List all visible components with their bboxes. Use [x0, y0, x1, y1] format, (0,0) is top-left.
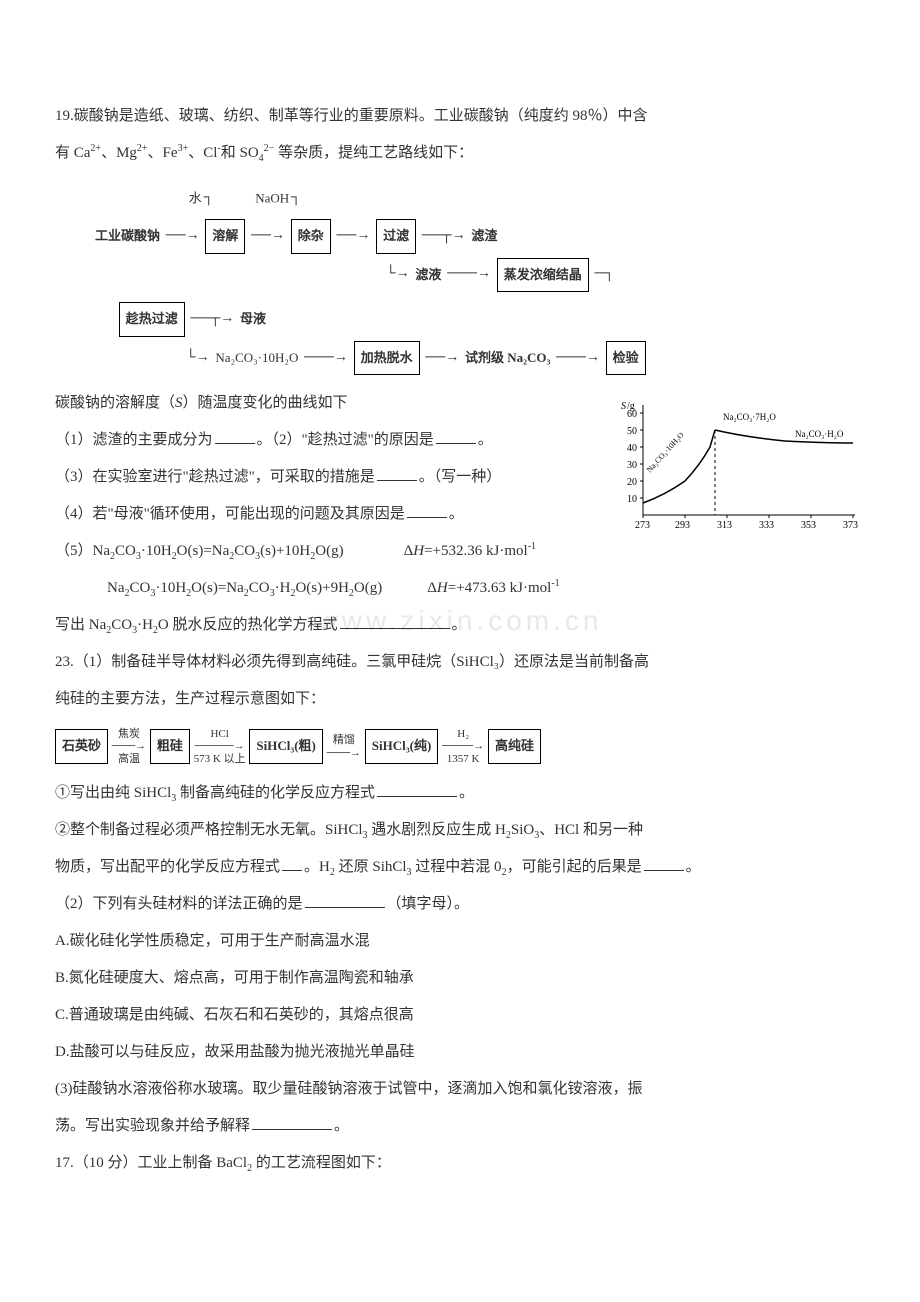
svg-text:10: 10 [627, 494, 637, 505]
q23-sub2b: 物质，写出配平的化学反应方程式。H2 还原 SihCl3 过程中若混 02，可能… [55, 851, 865, 884]
q23-intro-line1: 23.（1）制备硅半导体材料必须先得到高纯硅。三氯甲硅烷（SiHCl₃）还原法是… [55, 646, 865, 679]
svg-text:Na₂CO₃·7H₂O: Na₂CO₃·7H₂O [723, 412, 776, 422]
q23-intro-line2: 纯硅的主要方法，生产过程示意图如下： [55, 683, 865, 716]
svg-text:353: 353 [801, 520, 816, 531]
svg-text:Na₂CO₃·H₂O: Na₂CO₃·H₂O [795, 429, 844, 439]
flow-a1-bot: 高温 [118, 753, 140, 765]
flow-a2-bot: 573 K 以上 [194, 753, 246, 765]
q23-sub4a: (3)硅酸钠水溶液俗称水玻璃。取少量硅酸钠溶液于试管中，逐滴加入饱和氯化铵溶液，… [55, 1073, 865, 1106]
flow-out-residue: 滤渣 [471, 228, 497, 243]
q23-optC: C.普通玻璃是由纯碱、石灰石和石英砂的，其熔点很高 [55, 999, 865, 1032]
flow-out-mother: 母液 [240, 311, 266, 326]
flow-out-filtrate: 滤液 [415, 267, 441, 282]
svg-text:Na₂CO₃·10H₂O: Na₂CO₃·10H₂O [645, 431, 686, 475]
q23-sub3: （2）下列有头硅材料的详法正确的是（填字母）。 [55, 888, 865, 921]
flow-out-product: 试剂级 Na₂CO₃ [465, 350, 550, 365]
solubility-chart: S/g 60 50 40 30 20 10 273 293 313 333 35… [615, 395, 865, 553]
flow-a4-top: H₂ [457, 728, 469, 740]
q19-sub5b: Na2CO3·10H2O(s)=Na2CO3·H2O(s)+9H2O(g) ΔH… [55, 572, 865, 605]
flow-a3-top: 精馏 [333, 734, 355, 746]
flow-a4-bot: 1357 K [447, 753, 480, 765]
flow-input-naoh: NaOH [255, 190, 289, 205]
q23-flow-diagram: 石英砂 焦炭───→高温 粗硅 HCl─────→573 K 以上 SiHCl₃… [55, 728, 865, 764]
flow-step-purify: 除杂 [291, 219, 331, 254]
flow-step-test: 检验 [606, 341, 646, 376]
svg-text:273: 273 [635, 520, 650, 531]
q19-flow-diagram-1: 水┐ NaOH┐ 工业碳酸钠 ──→ 溶解 ──→ 除杂 ──→ 过滤 ──┬→… [95, 182, 865, 375]
flow-a1-top: 焦炭 [118, 728, 140, 740]
q23-sub4b: 荡。写出实验现象并给予解释。 [55, 1110, 865, 1143]
flow-highpure-si: 高纯硅 [488, 729, 541, 764]
svg-text:333: 333 [759, 520, 774, 531]
flow-sihcl3-pure: SiHCl₃(纯) [365, 729, 439, 764]
q17-line: 17.（10 分）工业上制备 BaCl2 的工艺流程图如下： [55, 1147, 865, 1180]
flow-step-filter: 过滤 [376, 219, 416, 254]
flow-crude-si: 粗硅 [150, 729, 190, 764]
q19-intro-b: 有 Ca2+、Mg2+、Fe3+、Cl-和 SO42− 等杂质，提纯工艺路线如下… [55, 145, 473, 161]
q23-sub1: ①写出由纯 SiHCl3 制备高纯硅的化学反应方程式。 [55, 777, 865, 810]
flow-a2-top: HCl [210, 728, 228, 740]
flow-sihcl3-crude: SiHCl₃(粗) [249, 729, 323, 764]
flow-quartz: 石英砂 [55, 729, 108, 764]
flow-out-hydrate: Na₂CO₃·10H₂O [215, 350, 298, 365]
svg-text:40: 40 [627, 443, 637, 454]
svg-text:S: S [621, 401, 626, 412]
q23-number: 23. [55, 654, 74, 670]
q19-intro-line2: 有 Ca2+、Mg2+、Fe3+、Cl-和 SO42− 等杂质，提纯工艺路线如下… [55, 137, 865, 170]
flow-step-evap: 蒸发浓缩结晶 [497, 258, 589, 293]
q17-text: （10 分）工业上制备 BaCl2 的工艺流程图如下： [74, 1155, 391, 1171]
q19-sub5c: 写出 Na2CO3·H2O 脱水反应的热化学方程式。 [55, 609, 865, 642]
flow-step-dissolve: 溶解 [205, 219, 245, 254]
q19-intro-a: 碳酸钠是造纸、玻璃、纺织、制革等行业的重要原料。工业碳酸钠（纯度约 98％）中含 [74, 108, 648, 124]
svg-text:60: 60 [627, 409, 637, 420]
q23-intro-a: （1）制备硅半导体材料必须先得到高纯硅。三氯甲硅烷（SiHCl₃）还原法是当前制… [74, 654, 649, 670]
svg-text:20: 20 [627, 477, 637, 488]
q23-sub2a: ②整个制备过程必须严格控制无水无氧。SiHCl3 遇水剧烈反应生成 H2SiO3… [55, 814, 865, 847]
q23-optB: B.氮化硅硬度大、熔点高，可用于制作高温陶瓷和轴承 [55, 962, 865, 995]
flow-input-water: 水 [189, 190, 202, 205]
flow-step-dehydrate: 加热脱水 [354, 341, 420, 376]
document-content: 19.碳酸钠是造纸、玻璃、纺织、制革等行业的重要原料。工业碳酸钠（纯度约 98％… [55, 100, 865, 1180]
q17-number: 17. [55, 1155, 74, 1171]
flow-start: 工业碳酸钠 [95, 228, 160, 243]
q23-optD: D.盐酸可以与硅反应，故采用盐酸为抛光液抛光单晶硅 [55, 1036, 865, 1069]
q19-number: 19. [55, 108, 74, 124]
q23-optA: A.碳化硅化学性质稳定，可用于生产耐高温水混 [55, 925, 865, 958]
svg-text:313: 313 [717, 520, 732, 531]
flow-step-hotfilter: 趁热过滤 [119, 302, 185, 337]
q19-intro-line1: 19.碳酸钠是造纸、玻璃、纺织、制革等行业的重要原料。工业碳酸钠（纯度约 98％… [55, 100, 865, 133]
svg-text:50: 50 [627, 426, 637, 437]
svg-text:293: 293 [675, 520, 690, 531]
svg-text:30: 30 [627, 460, 637, 471]
svg-text:373: 373 [843, 520, 858, 531]
